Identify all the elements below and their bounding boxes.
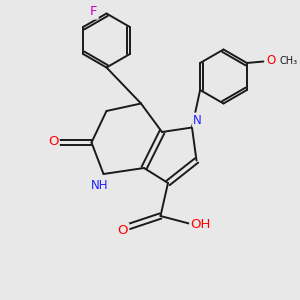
Text: F: F [90, 5, 98, 19]
Text: N: N [193, 113, 202, 127]
Text: CH₃: CH₃ [280, 56, 298, 66]
Text: O: O [48, 135, 59, 148]
Text: O: O [266, 54, 275, 68]
Text: OH: OH [190, 218, 211, 232]
Text: NH: NH [91, 179, 109, 192]
Text: O: O [118, 224, 128, 237]
